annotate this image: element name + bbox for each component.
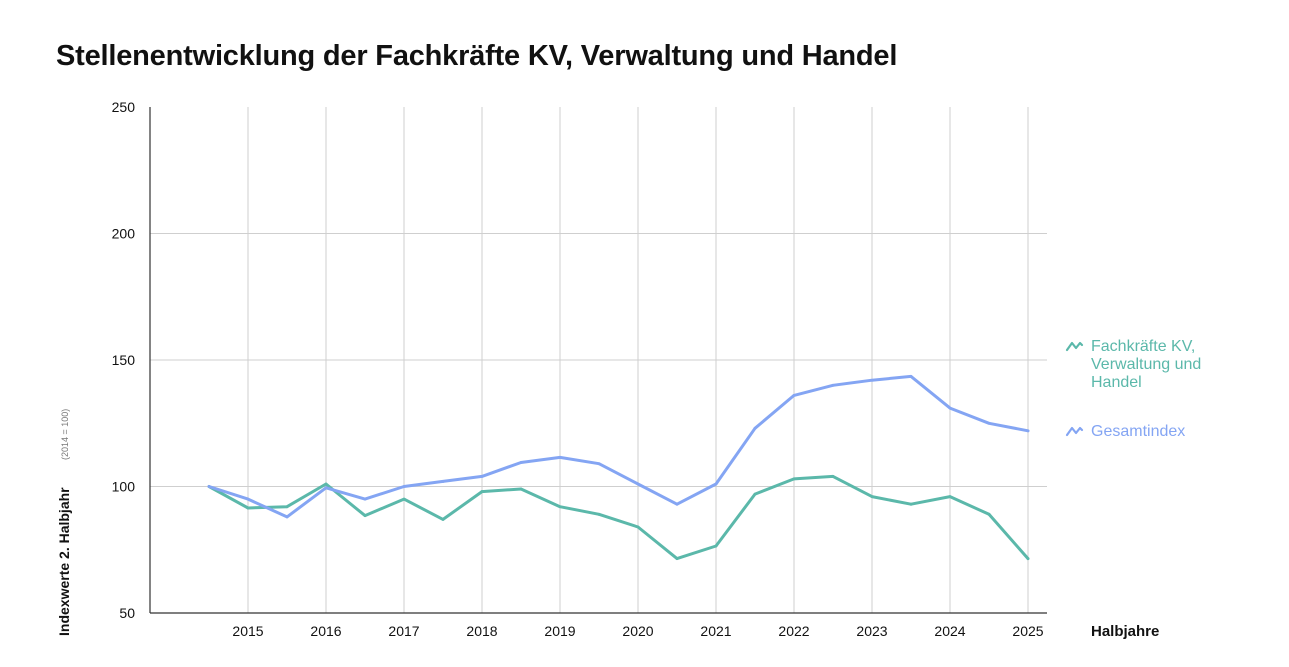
- data-point: [870, 378, 874, 382]
- y-tick-label: 150: [112, 352, 136, 368]
- legend-line-icon: [1065, 426, 1084, 437]
- x-tick-label: 2015: [232, 623, 263, 639]
- data-point: [909, 375, 913, 378]
- data-point: [246, 506, 250, 510]
- data-point: [402, 497, 406, 501]
- y-tick-labels: 50 100 150 200 250: [112, 99, 136, 621]
- data-point: [870, 495, 874, 499]
- x-tick-label: 2021: [700, 623, 731, 639]
- y-axis-title: Indexwerte 2. Halbjahr (2014 = 100): [56, 409, 72, 636]
- x-tick-label: 2019: [544, 623, 575, 639]
- data-point: [1026, 429, 1030, 433]
- legend-label: Gesamtindex: [1091, 423, 1185, 440]
- data-point: [558, 505, 562, 509]
- y-axis-label: Indexwerte 2. Halbjahr: [56, 487, 72, 636]
- data-point: [597, 462, 601, 466]
- data-point: [675, 502, 679, 506]
- y-tick-label: 250: [112, 99, 136, 115]
- data-point: [753, 426, 757, 430]
- data-point: [1026, 557, 1030, 561]
- data-point: [714, 482, 718, 486]
- data-point: [285, 505, 289, 509]
- data-point: [558, 456, 562, 459]
- legend-label: Verwaltung und: [1091, 356, 1201, 373]
- data-point: [207, 485, 211, 488]
- data-point: [285, 515, 289, 519]
- data-point: [714, 544, 718, 548]
- x-tick-labels: 2015 2016 2017 2018 2019 2020 2021 2022 2023 2024…: [232, 623, 1043, 639]
- x-tick-label: 2017: [388, 623, 419, 639]
- y-tick-label: 200: [112, 226, 136, 242]
- data-point: [402, 485, 406, 488]
- x-tick-label: 2022: [778, 623, 809, 639]
- legend-line-icon: [1065, 341, 1084, 352]
- series-line: [207, 474, 1030, 561]
- chart-title: Stellenentwicklung der Fachkräfte KV, Ve…: [56, 40, 898, 72]
- axes: [149, 107, 1047, 614]
- data-point: [480, 474, 484, 478]
- x-tick-label: 2023: [856, 623, 887, 639]
- data-point: [636, 525, 640, 529]
- x-tick-label: 2025: [1012, 623, 1043, 639]
- data-point: [636, 482, 640, 486]
- data-point: [948, 406, 952, 410]
- x-tick-label: 2018: [466, 623, 497, 639]
- series-gesamtindex: [207, 374, 1030, 519]
- data-point: [519, 487, 523, 491]
- data-point: [792, 477, 796, 481]
- data-point: [480, 490, 484, 493]
- data-point: [948, 495, 952, 499]
- series-fachkraefte: [207, 474, 1030, 561]
- legend-label: Handel: [1091, 374, 1142, 391]
- legend-label: Fachkräfte KV,: [1091, 338, 1195, 355]
- data-point: [987, 421, 991, 425]
- data-point: [324, 482, 328, 486]
- data-point: [831, 383, 835, 387]
- x-axis-label: Halbjahre: [1091, 623, 1159, 640]
- data-point: [909, 502, 913, 506]
- x-tick-label: 2024: [934, 623, 965, 639]
- data-point: [519, 461, 523, 464]
- data-point: [363, 497, 367, 501]
- data-point: [246, 497, 250, 501]
- data-point: [831, 474, 835, 478]
- data-point: [363, 514, 367, 517]
- data-point: [987, 512, 991, 516]
- y-tick-label: 100: [112, 479, 136, 495]
- series-line: [207, 374, 1030, 519]
- legend-item: Gesamtindex: [1065, 423, 1185, 440]
- data-point: [324, 486, 328, 490]
- data-point: [441, 480, 445, 483]
- data-point: [597, 512, 601, 516]
- y-axis-label-note: (2014 = 100): [60, 409, 70, 460]
- data-series: [207, 374, 1030, 561]
- data-point: [675, 557, 679, 561]
- data-point: [441, 517, 445, 521]
- x-tick-label: 2020: [622, 623, 653, 639]
- data-point: [792, 394, 796, 397]
- data-point: [753, 492, 757, 496]
- y-tick-label: 50: [119, 605, 135, 621]
- x-tick-label: 2016: [310, 623, 341, 639]
- grid-lines: [150, 107, 1047, 613]
